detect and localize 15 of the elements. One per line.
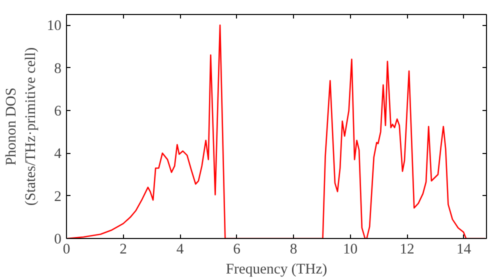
- y-tick-label: 6: [54, 104, 62, 120]
- y-tick-label: 0: [54, 232, 62, 248]
- y-tick-label: 2: [54, 188, 62, 205]
- x-tick-label: 4: [176, 242, 184, 258]
- x-tick-label: 12: [400, 242, 414, 258]
- x-tick-label: 6: [233, 242, 240, 258]
- y-tick-label: 10: [46, 18, 62, 34]
- y-axis-title: Phonon DOS (States/THz·primitive cell): [4, 47, 39, 206]
- x-tick-label: 10: [342, 242, 358, 258]
- y-tick-label: 8: [54, 60, 62, 77]
- y-tick-label: 4: [54, 146, 62, 162]
- x-axis-title: Frequency (THz): [226, 262, 328, 278]
- x-tick-label: 2: [120, 242, 127, 258]
- x-tick-label: 14: [456, 242, 472, 258]
- x-tick-label: 8: [290, 242, 298, 258]
